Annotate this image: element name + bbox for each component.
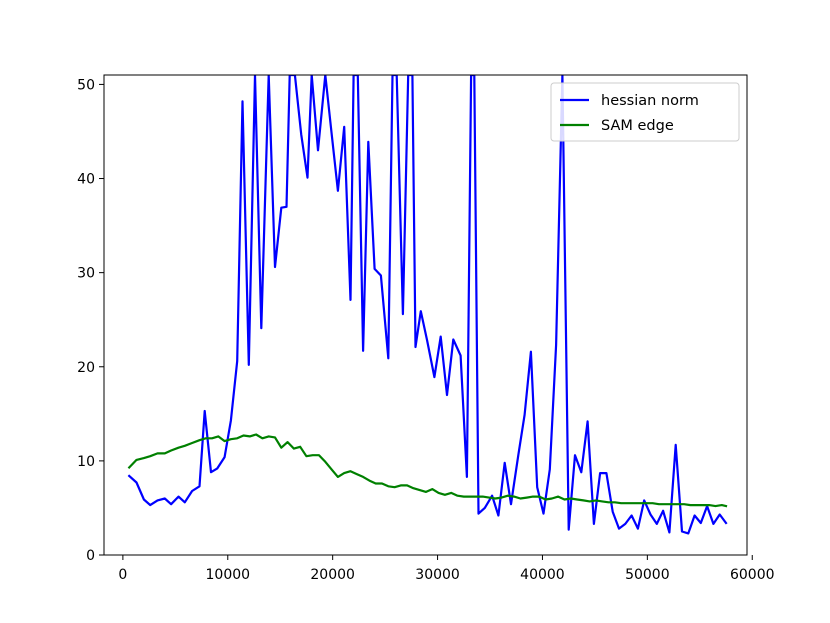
series-line-hessian-norm [127, 75, 728, 535]
x-tick-label: 0 [118, 567, 127, 583]
y-tick-label: 20 [77, 360, 95, 376]
legend-label-sam-edge: SAM edge [601, 118, 674, 134]
x-tick-label: 50000 [625, 567, 670, 583]
series-layer [127, 75, 728, 535]
y-tick-label: 40 [77, 172, 95, 188]
legend-box [550, 82, 740, 142]
legend-label-hessian-norm: hessian norm [601, 93, 699, 109]
x-tick-label: 10000 [206, 567, 251, 583]
x-axis: 0 10000 20000 30000 40000 50000 60000 [118, 555, 775, 583]
y-axis: 0 10 20 30 40 50 [77, 77, 104, 564]
x-tick-label: 20000 [310, 567, 355, 583]
series-line-sam-edge [127, 433, 728, 508]
plot-area-background [104, 75, 747, 555]
plot-area-frame [103, 74, 748, 556]
x-tick-label: 40000 [520, 567, 565, 583]
x-tick-label: 30000 [415, 567, 460, 583]
x-tick-label: 60000 [730, 567, 775, 583]
y-tick-label: 10 [77, 454, 95, 470]
y-tick-label: 50 [77, 77, 95, 93]
legend: hessian norm SAM edge [550, 82, 740, 142]
y-tick-label: 30 [77, 266, 95, 282]
y-tick-label: 0 [86, 548, 95, 564]
